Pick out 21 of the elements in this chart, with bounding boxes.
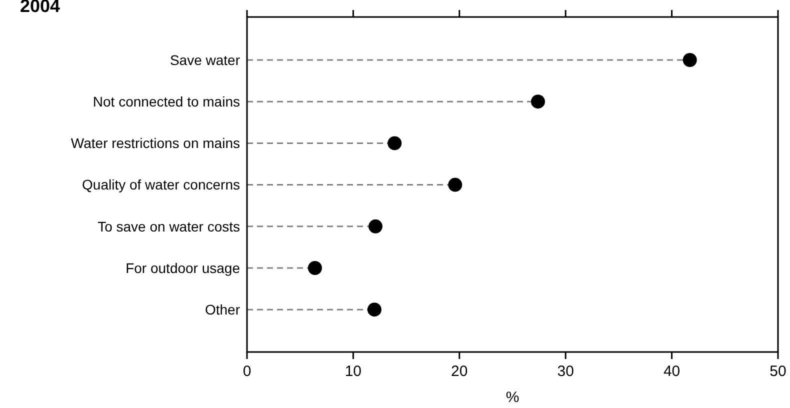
point xyxy=(308,261,322,275)
point xyxy=(530,94,545,109)
x-tick-label: 20 xyxy=(451,363,468,380)
point xyxy=(682,53,697,67)
x-tick-label: 10 xyxy=(344,363,362,380)
x-tick-label: 50 xyxy=(770,363,786,380)
point xyxy=(367,302,382,317)
y-tick-label: Other xyxy=(204,302,240,318)
point xyxy=(388,136,402,150)
x-axis-title: % xyxy=(506,389,520,406)
x-tick-label: 40 xyxy=(663,363,680,380)
y-tick-label: Quality of water concerns xyxy=(82,176,240,193)
point xyxy=(368,219,382,234)
y-tick-label: Water restrictions on mains xyxy=(70,135,240,152)
y-tick-label: Not connected to mains xyxy=(92,94,240,110)
y-tick-label: Save water xyxy=(170,52,240,68)
y-tick-label: For outdoor usage xyxy=(126,260,240,276)
y-tick-label: To save on water costs xyxy=(98,218,240,234)
point xyxy=(448,178,462,192)
x-tick-label: 0 xyxy=(242,363,252,380)
x-tick-label: 30 xyxy=(557,363,574,380)
